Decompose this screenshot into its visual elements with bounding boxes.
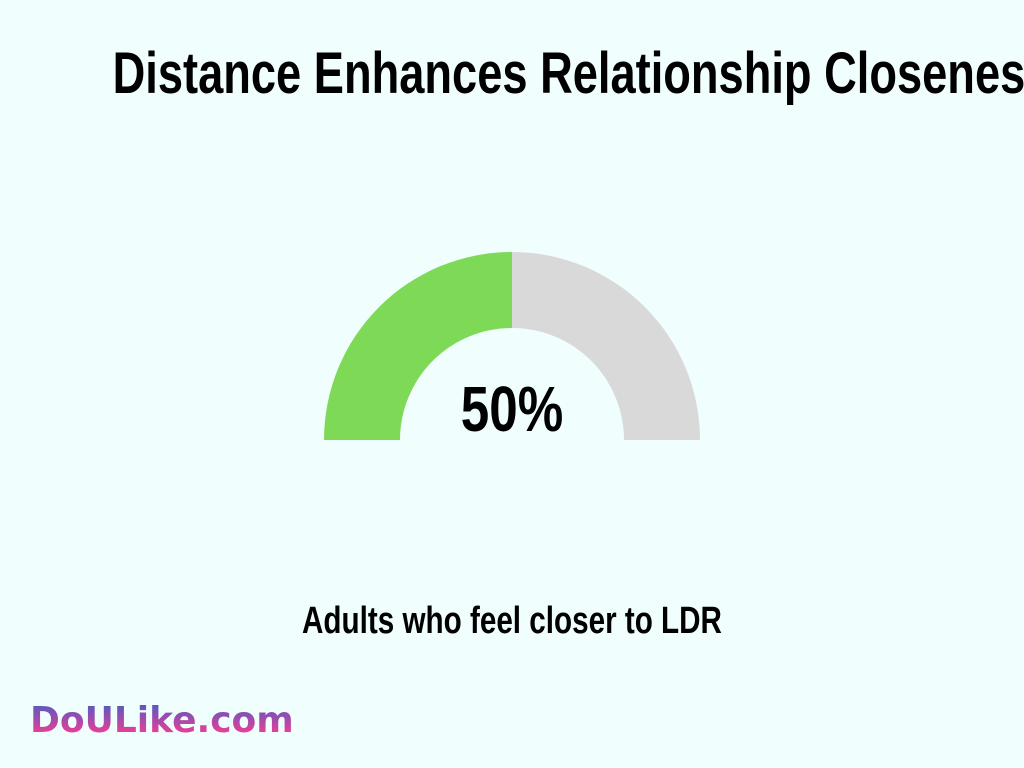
chart-title: Distance Enhances Relationship Closeness: [112, 41, 1024, 106]
doulike-logo: DoULike.com: [30, 700, 294, 741]
chart-caption: Adults who feel closer to LDR: [302, 600, 722, 642]
gauge-value-label: 50%: [460, 373, 564, 445]
gauge-fill-arc: [324, 252, 512, 440]
gauge-remainder-arc: [512, 252, 700, 440]
